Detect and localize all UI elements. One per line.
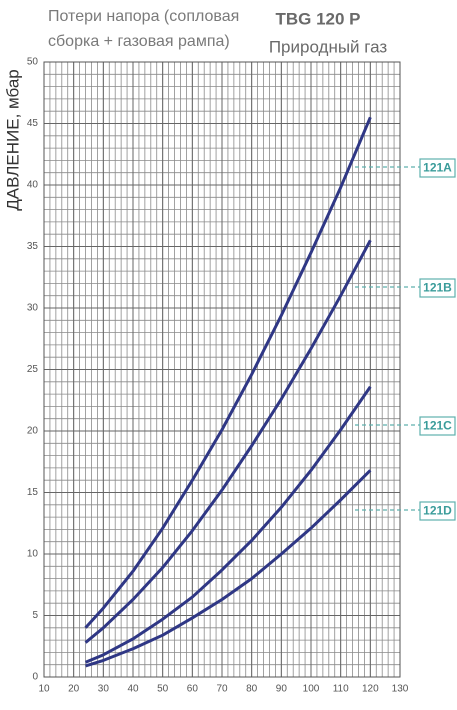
x-tick-label: 80 (246, 684, 258, 695)
series-label: 121B (423, 281, 452, 295)
series-line (85, 469, 372, 668)
series-label: 121A (423, 161, 452, 175)
y-tick-label: 0 (32, 672, 38, 683)
y-tick-label: 35 (27, 241, 39, 252)
series-label: 121D (423, 504, 452, 518)
y-axis-label: ДАВЛЕНИЕ, мбар (3, 69, 22, 211)
label-box (419, 278, 456, 298)
x-tick-label: 30 (98, 684, 110, 695)
chart-title-line: сборка + газовая рампа) (48, 33, 230, 50)
label-box (419, 416, 456, 436)
y-tick-label: 25 (27, 364, 39, 375)
y-tick-label: 45 (27, 118, 39, 129)
y-tick-label: 15 (27, 487, 39, 498)
chart-subtitle: Природный газ (269, 37, 388, 56)
x-tick-label: 10 (38, 684, 50, 695)
y-tick-label: 10 (27, 549, 39, 560)
x-tick-label: 120 (362, 684, 379, 695)
x-tick-label: 20 (68, 684, 80, 695)
x-tick-label: 50 (157, 684, 169, 695)
y-tick-label: 40 (27, 180, 39, 191)
x-tick-label: 90 (276, 684, 288, 695)
x-tick-label: 60 (187, 684, 199, 695)
x-tick-label: 40 (127, 684, 139, 695)
chart-title-line: Потери напора (сопловая (48, 8, 239, 25)
x-tick-label: 70 (216, 684, 228, 695)
model-label: TBG 120 P (275, 9, 360, 28)
label-box (419, 158, 456, 178)
label-box (419, 501, 456, 521)
series-line (84, 116, 372, 629)
series-label: 121C (423, 419, 452, 433)
y-tick-label: 5 (32, 610, 38, 621)
x-tick-label: 100 (303, 684, 320, 695)
series-line (84, 385, 372, 664)
x-tick-label: 130 (392, 684, 409, 695)
series-line (84, 239, 372, 644)
y-tick-label: 50 (27, 57, 39, 68)
plot-border (43, 61, 401, 678)
y-tick-label: 20 (27, 426, 39, 437)
x-tick-label: 110 (333, 684, 349, 695)
y-tick-label: 30 (27, 303, 39, 314)
